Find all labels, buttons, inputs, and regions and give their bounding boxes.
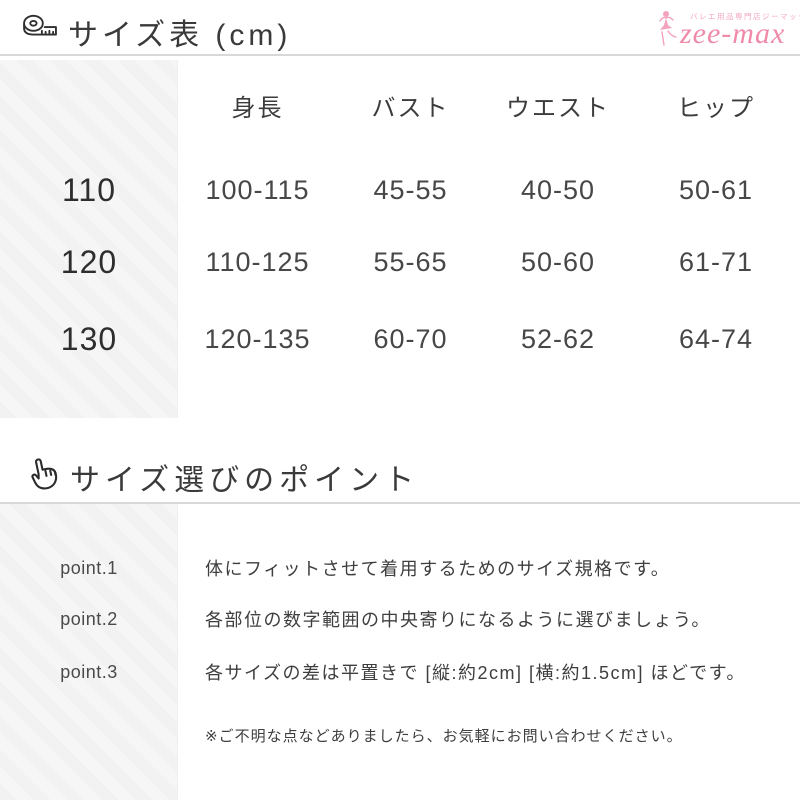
size-label: 110 [61,171,116,208]
cell-hip: 50-61 [678,174,754,205]
tape-measure-icon [23,14,57,36]
page-header: サイズ表 (cm) バレエ用品専門店ジーマックス zee-max [0,0,800,54]
cell-height: 110-125 [205,246,310,277]
point-text: 体にフィットさせて着用するためのサイズ規格です。 [205,559,671,579]
cell-waist: 52-62 [520,323,596,354]
logo-tagline: バレエ用品専門店ジーマックス [690,12,800,21]
cell-waist: 50-60 [520,246,596,277]
ballerina-icon [659,11,677,46]
table-row: 120 110-125 55-65 50-60 61-71 [0,240,800,284]
size-table-header-row: 身長 バスト ウエスト ヒップ [0,83,800,127]
point-row: point.3 各サイズの差は平置きで [縦:約2cm] [横:約1.5cm] … [0,650,800,694]
point-text: 各サイズの差は平置きで [縦:約2cm] [横:約1.5cm] ほどです。 [205,663,746,683]
cell-height: 120-135 [204,323,311,354]
table-row: 110 100-115 45-55 40-50 50-61 [0,168,800,212]
col-header-height: 身長 [231,94,284,122]
size-label: 120 [60,243,118,280]
points-left-panel [0,504,178,800]
cell-hip: 64-74 [678,323,754,354]
points-section-title: サイズ選びのポイント [70,464,420,497]
contact-note: ※ご不明な点などありましたら、お気軽にお問い合わせください。 [205,727,683,745]
table-row: 130 120-135 60-70 52-62 64-74 [0,317,800,361]
pointing-hand-icon [31,458,58,490]
logo-name: zee-max [680,17,786,50]
cell-bust: 45-55 [373,174,448,205]
cell-bust: 60-70 [373,323,448,354]
col-header-hip: ヒップ [677,94,755,122]
size-label: 130 [60,320,118,357]
point-row: point.1 体にフィットさせて着用するためのサイズ規格です。 [0,546,800,590]
col-header-bust: バスト [371,94,450,122]
point-label: point.3 [60,661,118,682]
header-divider [0,54,800,56]
point-label: point.1 [60,557,118,578]
size-table-left-panel [0,60,178,418]
point-row: point.2 各部位の数字範囲の中央寄りになるように選びましょう。 [0,597,800,641]
store-logo[interactable]: バレエ用品専門店ジーマックス zee-max [644,5,800,51]
points-divider [0,502,800,504]
point-text: 各部位の数字範囲の中央寄りになるように選びましょう。 [205,610,711,630]
point-label: point.2 [60,608,118,629]
cell-waist: 40-50 [520,174,596,205]
cell-hip: 61-71 [678,246,754,277]
col-header-waist: ウエスト [506,94,610,122]
cell-bust: 55-65 [373,246,448,277]
cell-height: 100-115 [205,174,310,205]
page-title: サイズ表 (cm) [68,19,292,52]
